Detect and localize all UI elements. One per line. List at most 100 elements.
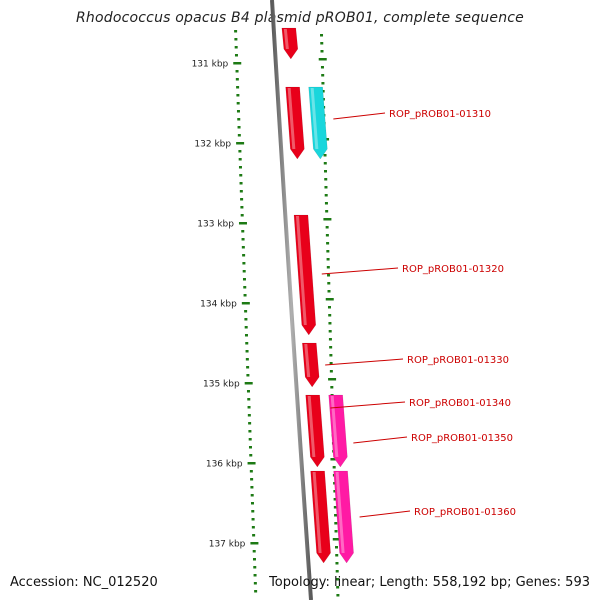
inner-tick [323,218,332,221]
gene-label[interactable]: ROP_pROB01-01340 [409,398,511,409]
gene-label-leader [325,358,404,366]
inner-tick [326,250,330,253]
minor-tick [252,558,256,561]
kbp-tick-label: 135 kbp [203,380,240,390]
inner-tick [330,386,334,389]
minor-tick [241,238,245,241]
gene-label-leader [321,267,399,275]
gene-arrow[interactable] [285,86,305,160]
gene-highlight [330,396,339,457]
minor-tick [236,86,240,89]
minor-tick [250,486,254,489]
gene-arrow[interactable] [302,342,320,388]
gene-label[interactable]: ROP_pROB01-01360 [414,507,516,518]
inner-tick [332,538,341,541]
minor-tick [253,574,257,577]
inner-tick [323,154,327,157]
gene-label-leader [333,112,386,120]
inner-tick [320,66,324,69]
inner-tick [327,306,331,309]
gene-label[interactable]: ROP_pROB01-01350 [411,433,513,444]
gene-highlight [307,396,316,457]
gene-arrow[interactable] [333,470,354,564]
gene-shape[interactable] [328,394,348,468]
gene-shape[interactable] [310,470,331,564]
minor-tick [250,502,254,505]
gene-arrow[interactable] [281,27,299,60]
inner-tick [329,370,333,373]
minor-tick [248,438,252,441]
minor-tick [249,470,253,473]
inner-tick [335,554,339,557]
gene-shape[interactable] [293,214,317,336]
minor-tick [239,190,243,193]
inner-tick [336,594,340,597]
minor-tick [240,198,244,201]
inner-tick [320,34,324,37]
minor-tick [235,78,239,81]
inner-tick [334,522,338,525]
inner-tick [327,282,331,285]
minor-tick [241,246,245,249]
gene-shape[interactable] [285,86,305,160]
gene-label-leader [359,510,411,518]
minor-tick [236,110,240,113]
inner-tick [321,90,325,93]
inner-tick [330,458,339,461]
minor-tick [242,278,246,281]
gene-label-leader [353,436,408,444]
kbp-tick-label: 132 kbp [194,140,231,150]
minor-tick [243,286,247,289]
inner-tick [328,314,332,317]
kbp-tick-label: 134 kbp [200,300,237,310]
gene-label[interactable]: ROP_pROB01-01320 [402,264,504,275]
inner-tick [333,498,337,501]
minor-tick [241,230,245,233]
inner-tick [334,546,338,549]
minor-tick [242,270,246,273]
gene-shape[interactable] [333,470,354,564]
inner-tick [325,234,329,237]
gene-arrow[interactable] [308,86,328,160]
gene-shape[interactable] [305,394,325,468]
minor-tick [248,422,252,425]
minor-tick [247,406,251,409]
minor-tick [237,126,241,129]
inner-tick [329,354,333,357]
minor-tick [242,254,246,257]
gene-arrow[interactable] [305,394,325,468]
minor-tick [245,342,249,345]
minor-tick [244,334,248,337]
kbp-tick-label: 136 kbp [206,460,243,470]
inner-tick [323,162,327,165]
outer-tick-track: 131 kbp 132 kbp 133 kbp 134 kbp 135 kbp 136 k… [192,30,259,593]
minor-tick [234,46,238,49]
inner-tick [326,266,330,269]
minor-tick [234,54,238,57]
gene-shape[interactable] [302,342,320,388]
inner-tick [334,530,338,533]
gene-label-leader [330,401,406,409]
inner-tick [332,466,336,469]
minor-tick [251,518,255,521]
gene-shape[interactable] [281,27,299,60]
inner-tick [328,322,332,325]
sequence-backbone [270,0,313,600]
gene-highlight [283,29,289,49]
minor-tick [250,478,254,481]
gene-arrow[interactable] [310,470,331,564]
gene-arrow[interactable] [328,394,348,468]
minor-tick [243,294,247,297]
gene-label[interactable]: ROP_pROB01-01330 [407,355,509,366]
gene-shape[interactable] [308,86,328,160]
backbone-line [270,0,313,600]
major-tick [236,142,245,145]
minor-tick [249,454,253,457]
minor-tick [252,550,256,553]
gene-arrow[interactable] [293,214,317,336]
inner-tick [320,42,324,45]
major-tick [233,62,242,65]
gene-label-layer: ROP_pROB01-01310 ROP_pROB01-01320 ROP_pROB… [321,109,516,518]
gene-label[interactable]: ROP_pROB01-01310 [389,109,491,120]
minor-tick [247,414,251,417]
